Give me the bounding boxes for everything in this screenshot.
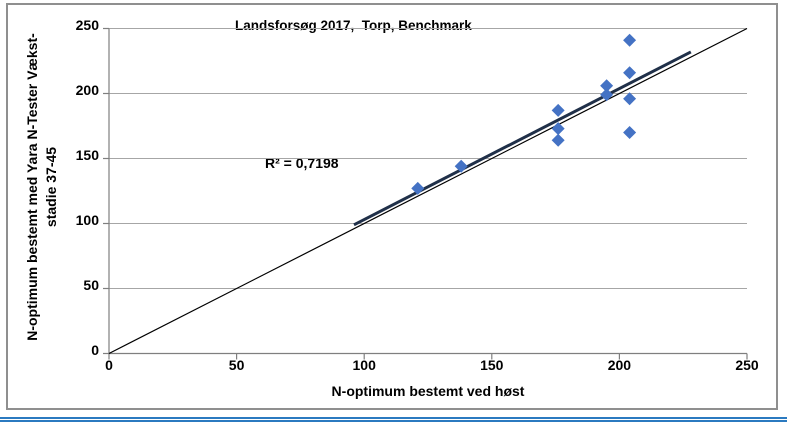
x-tick-label-250: 250 (735, 357, 759, 373)
x-tick-label-0: 0 (105, 357, 113, 373)
y-tick-label-150: 150 (75, 147, 99, 163)
data-point-5 (600, 88, 614, 102)
y-tick-label-250: 250 (75, 17, 99, 33)
chart-frame: Landsforsøg 2017, Torp, Benchmark R² = 0… (6, 3, 778, 410)
y-axis-title: N-optimum bestemt med Yara N-Tester Væks… (23, 22, 61, 352)
x-axis-title: N-optimum bestemt ved høst (331, 383, 525, 399)
x-tick-label-150: 150 (480, 357, 504, 373)
data-point-8 (623, 92, 637, 106)
x-tick-label-100: 100 (352, 357, 376, 373)
data-point-3 (551, 122, 565, 136)
data-point-1 (454, 159, 468, 173)
data-point-10 (623, 33, 637, 47)
data-point-4 (551, 103, 565, 117)
x-tick-label-50: 50 (228, 357, 245, 373)
y-tick-label-0: 0 (91, 342, 99, 358)
y-axis-title-line1: N-optimum bestemt med Yara N-Tester Væks… (24, 33, 40, 341)
chart-title: Landsforsøg 2017, Torp, Benchmark (235, 18, 472, 33)
data-point-0 (411, 181, 425, 195)
page-divider-rule (0, 417, 787, 423)
plot-area (103, 27, 748, 360)
page-divider-line-top (0, 417, 787, 419)
x-tick-label-200: 200 (607, 357, 632, 373)
page-divider-line-bottom (0, 420, 787, 422)
y-tick-label-50: 50 (83, 277, 99, 293)
y-tick-label-200: 200 (75, 82, 99, 98)
trendline (353, 50, 692, 227)
data-point-9 (623, 66, 637, 80)
identity-line (108, 27, 748, 355)
data-point-2 (551, 133, 565, 147)
page-divider-gap (0, 419, 787, 420)
y-tick-label-100: 100 (75, 212, 99, 228)
y-axis-title-line2: stadie 37-45 (43, 146, 59, 228)
data-point-6 (600, 79, 614, 93)
data-point-7 (623, 126, 637, 139)
